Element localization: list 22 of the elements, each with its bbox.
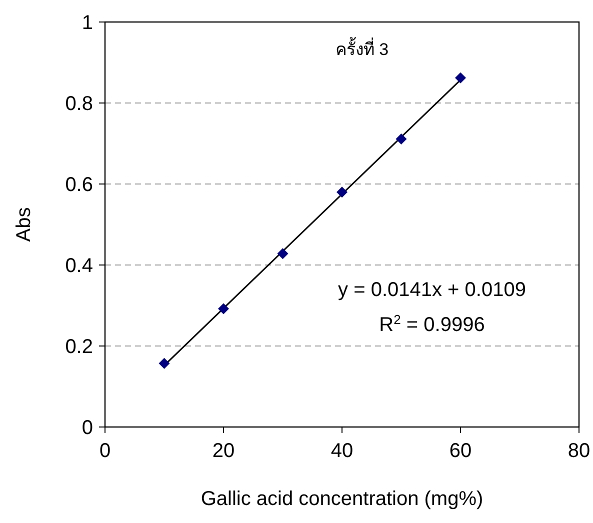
x-tick-label: 60: [449, 440, 472, 462]
y-tick-label: 0: [82, 417, 93, 439]
y-tick-label: 0.8: [65, 93, 93, 115]
x-axis-title: Gallic acid concentration (mg%): [200, 488, 484, 510]
x-tick-label: 40: [330, 440, 354, 462]
point: [158, 358, 170, 369]
annotation: y = 0.0141x + 0.0109: [338, 279, 526, 301]
x-tick-label: 80: [568, 440, 590, 462]
y-tick-label: 0.2: [65, 336, 93, 358]
point: [277, 248, 288, 260]
y-tick-label: 0.6: [65, 174, 93, 196]
y-tick-label: 0.4: [65, 255, 93, 277]
y-axis-title: Abs: [13, 207, 35, 242]
point: [336, 186, 348, 198]
annotation: R$^{2}$ = 0.9996: [379, 312, 485, 336]
point: [396, 134, 407, 145]
point: [455, 72, 466, 84]
x-tick-label: 20: [212, 440, 235, 462]
text: ครั้งที่ 3: [335, 37, 389, 59]
y-tick-label: 1: [82, 12, 93, 34]
point: [218, 303, 229, 314]
x-tick-label: 0: [99, 440, 111, 462]
